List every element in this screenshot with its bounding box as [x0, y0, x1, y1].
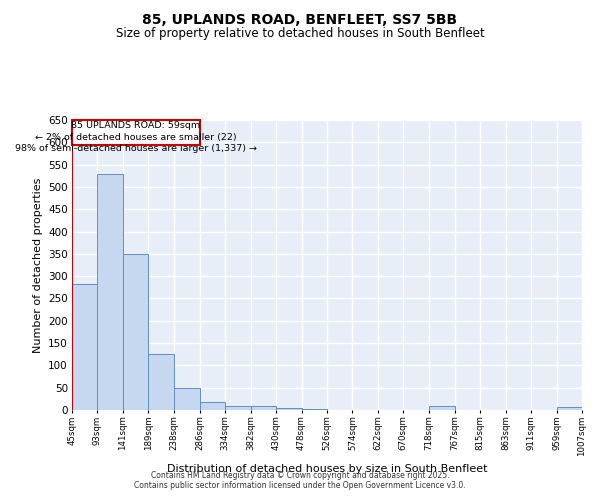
Bar: [123, 254, 148, 410]
Text: 85, UPLANDS ROAD, BENFLEET, SS7 5BB: 85, UPLANDS ROAD, BENFLEET, SS7 5BB: [142, 12, 458, 26]
Bar: [429, 406, 455, 410]
Bar: [557, 408, 582, 410]
FancyBboxPatch shape: [72, 120, 200, 144]
Text: Contains HM Land Registry data © Crown copyright and database right 2025.
Contai: Contains HM Land Registry data © Crown c…: [134, 470, 466, 490]
Y-axis label: Number of detached properties: Number of detached properties: [32, 178, 43, 352]
Text: 85 UPLANDS ROAD: 59sqm
← 2% of detached houses are smaller (22)
98% of semi-deta: 85 UPLANDS ROAD: 59sqm ← 2% of detached …: [15, 121, 257, 154]
Bar: [97, 174, 123, 410]
Bar: [200, 402, 225, 410]
Bar: [175, 388, 200, 410]
Text: Size of property relative to detached houses in South Benfleet: Size of property relative to detached ho…: [116, 28, 484, 40]
Bar: [302, 408, 327, 410]
X-axis label: Distribution of detached houses by size in South Benfleet: Distribution of detached houses by size …: [167, 464, 487, 474]
Bar: [276, 408, 302, 410]
Bar: [225, 406, 251, 410]
Bar: [251, 406, 276, 410]
Bar: [148, 354, 175, 410]
Bar: [72, 284, 97, 410]
